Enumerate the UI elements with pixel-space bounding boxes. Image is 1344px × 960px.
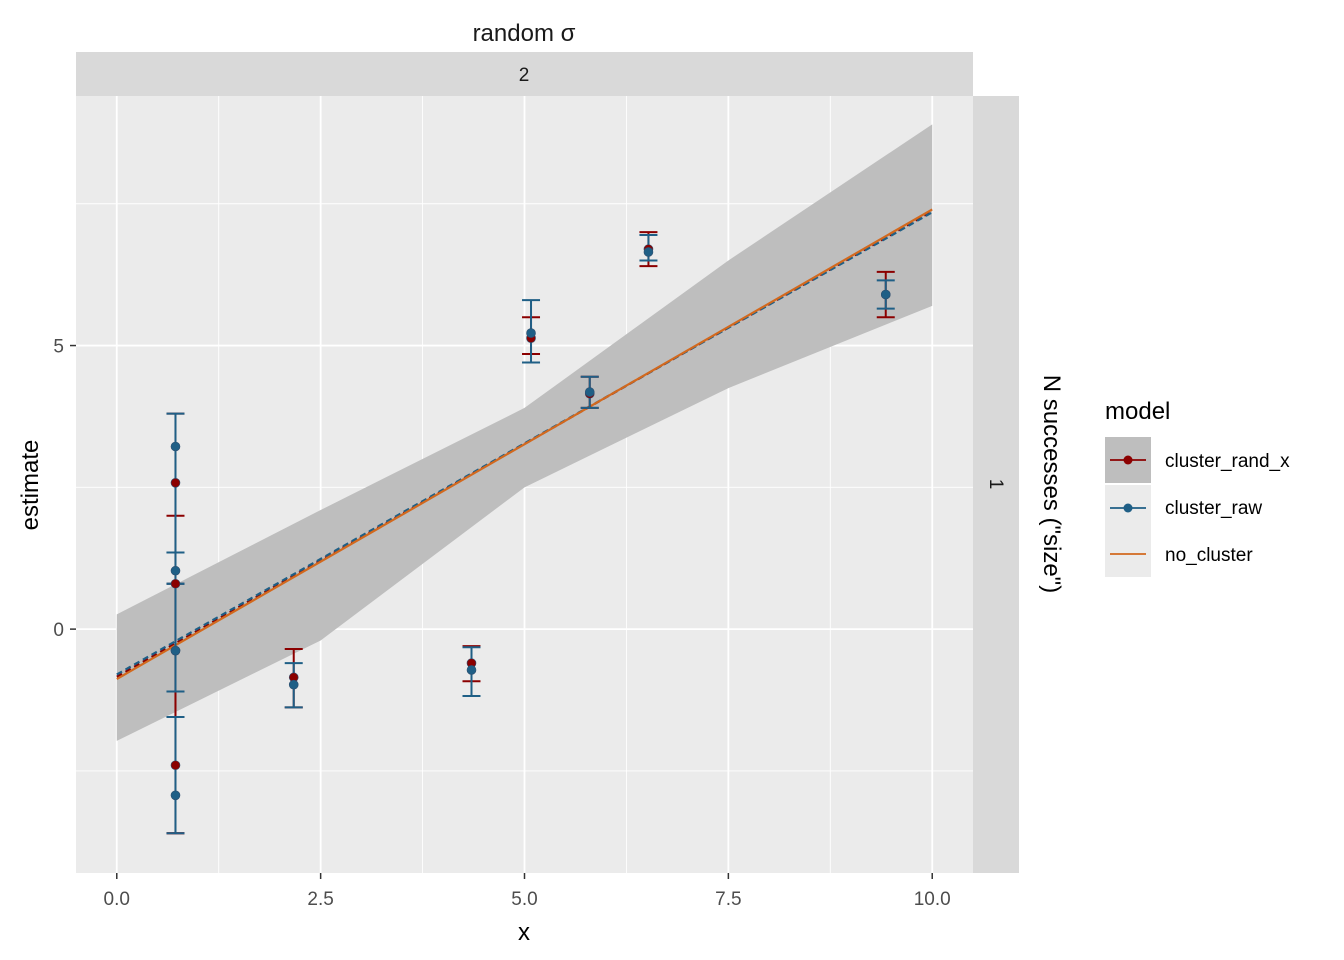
y-tick-label: 5 <box>53 337 64 358</box>
legend-label-cluster_rand_x: cluster_rand_x <box>1165 451 1290 472</box>
legend-key-point-cluster_raw <box>1123 503 1133 513</box>
confidence-ribbon-layer <box>116 124 933 741</box>
x-axis-title: x <box>518 919 530 946</box>
y-tick-label: 0 <box>53 620 64 641</box>
x-axis: 0.0 2.5 5.0 7.5 10.0 <box>104 873 951 910</box>
point-cluster_rand_x <box>170 760 181 771</box>
x-tick-label: 0.0 <box>104 889 130 910</box>
point-cluster_raw <box>880 289 891 300</box>
x-tick-label: 7.5 <box>715 889 741 910</box>
y-axis-title: estimate <box>17 440 44 531</box>
point-cluster_rand_x <box>170 578 181 589</box>
y-axis: 05 <box>53 337 76 641</box>
facet-row-value: 1 <box>985 479 1006 490</box>
point-cluster_rand_x <box>170 477 181 488</box>
point-cluster_raw <box>526 328 536 338</box>
facet-row-title: N successes ("size") <box>1038 375 1065 593</box>
legend-label-cluster_raw: cluster_raw <box>1165 498 1262 519</box>
confidence-ribbon <box>116 124 933 741</box>
point-cluster_raw <box>643 247 654 257</box>
x-tick-label: 10.0 <box>914 889 951 910</box>
x-tick-label: 2.5 <box>307 889 333 910</box>
legend-key-point-cluster_rand_x <box>1123 455 1133 465</box>
point-cluster_raw <box>170 441 181 452</box>
fit-lines-layer <box>116 208 933 680</box>
facet-col-value: 2 <box>519 65 530 86</box>
point-cluster_raw <box>584 387 595 397</box>
point-cluster_raw <box>288 679 299 690</box>
point-cluster_raw <box>170 645 181 656</box>
x-tick-label: 5.0 <box>511 889 537 910</box>
facet-row-strip <box>973 96 1019 873</box>
legend: model cluster_rand_x cluster_raw no_clus… <box>1105 398 1290 577</box>
legend-label-no_cluster: no_cluster <box>1165 545 1253 566</box>
facet-col-title: random σ <box>473 20 576 47</box>
points-layer <box>170 244 891 801</box>
point-cluster_raw <box>170 790 181 801</box>
point-cluster_raw <box>170 565 181 576</box>
fit-line-cluster_raw <box>116 211 933 676</box>
point-cluster_raw <box>466 665 477 675</box>
fit-line-no_cluster <box>116 208 933 680</box>
legend-title: model <box>1105 398 1170 425</box>
facet-col-strip <box>76 52 973 96</box>
